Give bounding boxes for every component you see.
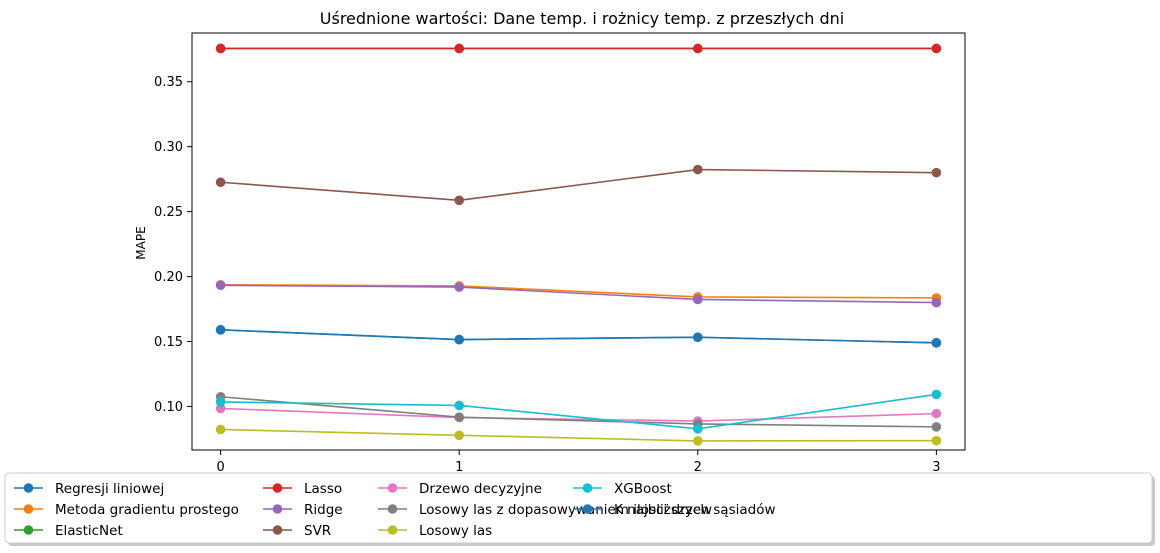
series-8 xyxy=(215,424,942,446)
x-tick-label: 1 xyxy=(455,460,463,475)
legend-swatch-marker xyxy=(582,483,593,493)
series-9 xyxy=(215,389,942,434)
y-tick-label: 0.30 xyxy=(154,140,183,155)
plot-frame xyxy=(191,32,966,451)
legend-label: Drzewo decyzyjne xyxy=(419,481,542,497)
data-point xyxy=(692,424,703,434)
data-point xyxy=(215,424,226,435)
x-tick-label: 2 xyxy=(694,460,702,475)
legend-item: Regresji liniowej xyxy=(14,481,164,497)
data-point xyxy=(931,422,942,432)
legend-item: Lasso xyxy=(263,481,342,497)
x-tick-label: 0 xyxy=(216,460,224,475)
y-tick-label: 0.25 xyxy=(154,205,183,220)
data-point xyxy=(215,397,226,407)
legend-swatch-marker xyxy=(272,504,283,514)
y-tick-label: 0.35 xyxy=(154,75,183,90)
data-point xyxy=(454,334,465,345)
legend-label: Losowy las z dopasowywaniem ilosci drzew xyxy=(419,502,712,518)
legend-label: XGBoost xyxy=(614,481,672,497)
data-point xyxy=(931,167,942,178)
data-point xyxy=(931,43,942,54)
data-point xyxy=(454,400,465,411)
series-4 xyxy=(215,280,942,308)
legend-item: Losowy las z dopasowywaniem ilosci drzew xyxy=(378,502,712,518)
series-line xyxy=(220,329,937,344)
legend-frame xyxy=(4,472,1153,544)
y-axis-ticks: 0.10 0.15 0.20 0.25 0.30 0.35 xyxy=(154,75,192,415)
legend-swatch-marker xyxy=(23,483,34,493)
legend-label: Ridge xyxy=(304,502,343,518)
legend-item: Ridge xyxy=(263,502,343,518)
data-point xyxy=(931,338,942,348)
legend: Regresji liniowej Metoda gradientu proste… xyxy=(4,472,1155,546)
data-point xyxy=(215,325,226,335)
legend-label: SVR xyxy=(304,523,331,539)
legend-item: Losowy las xyxy=(378,523,492,539)
series-5 xyxy=(215,164,942,206)
legend-label: K najbliższych sąsiadów xyxy=(614,502,776,518)
data-point xyxy=(692,43,703,54)
data-point xyxy=(454,430,465,441)
legend-swatch-marker xyxy=(387,483,398,493)
data-point xyxy=(931,297,942,308)
legend-item: Metoda gradientu prostego xyxy=(14,502,239,518)
series-line xyxy=(220,283,937,299)
legend-swatch-marker xyxy=(23,525,34,535)
series-line xyxy=(220,395,937,428)
series-layer xyxy=(215,43,942,446)
x-tick-label: 3 xyxy=(932,460,940,475)
data-point xyxy=(215,280,226,291)
legend-label: Losowy las xyxy=(419,523,492,539)
data-point xyxy=(454,43,465,54)
series-line xyxy=(220,393,937,430)
series-10 xyxy=(215,325,942,348)
y-axis-label: MAPE xyxy=(134,226,148,259)
data-point xyxy=(454,282,465,292)
legend-swatch-marker xyxy=(272,525,283,535)
y-tick-label: 0.10 xyxy=(154,400,183,415)
series-7 xyxy=(215,391,942,432)
series-line xyxy=(220,168,937,202)
legend-item: Drzewo decyzyjne xyxy=(378,481,542,497)
y-tick-label: 0.20 xyxy=(154,270,183,285)
data-point xyxy=(454,412,465,422)
data-point xyxy=(692,294,703,305)
legend-swatch-marker xyxy=(387,504,398,514)
legend-label: Regresji liniowej xyxy=(55,481,164,497)
legend-swatch-marker xyxy=(387,525,398,535)
legend-label: Lasso xyxy=(304,481,342,497)
data-point xyxy=(692,164,703,175)
legend-swatch-marker xyxy=(272,483,283,493)
legend-item: K najbliższych sąsiadów xyxy=(573,502,776,518)
data-point xyxy=(215,43,226,54)
series-1 xyxy=(215,279,942,303)
data-point xyxy=(215,177,226,188)
data-point xyxy=(692,436,703,446)
legend-swatch-marker xyxy=(23,504,34,514)
legend-item: SVR xyxy=(263,523,331,539)
y-tick-label: 0.15 xyxy=(154,335,183,350)
series-3 xyxy=(215,43,942,54)
data-point xyxy=(692,332,703,343)
series-line xyxy=(220,284,937,304)
data-point xyxy=(931,435,942,446)
series-0 xyxy=(215,325,942,348)
series-6 xyxy=(215,403,942,426)
series-line xyxy=(220,428,937,442)
legend-label: ElasticNet xyxy=(55,523,123,539)
series-line xyxy=(220,407,937,422)
legend-label: Metoda gradientu prostego xyxy=(55,502,239,518)
legend-swatch-marker xyxy=(582,504,593,514)
x-axis-ticks: 0 1 2 3 xyxy=(216,450,941,475)
chart-title: Uśrednione wartości: Dane temp. i rożnic… xyxy=(320,9,844,28)
legend-item: XGBoost xyxy=(573,481,672,497)
data-point xyxy=(454,195,465,206)
data-point xyxy=(931,389,942,400)
legend-item: ElasticNet xyxy=(14,523,123,539)
data-point xyxy=(931,408,942,419)
